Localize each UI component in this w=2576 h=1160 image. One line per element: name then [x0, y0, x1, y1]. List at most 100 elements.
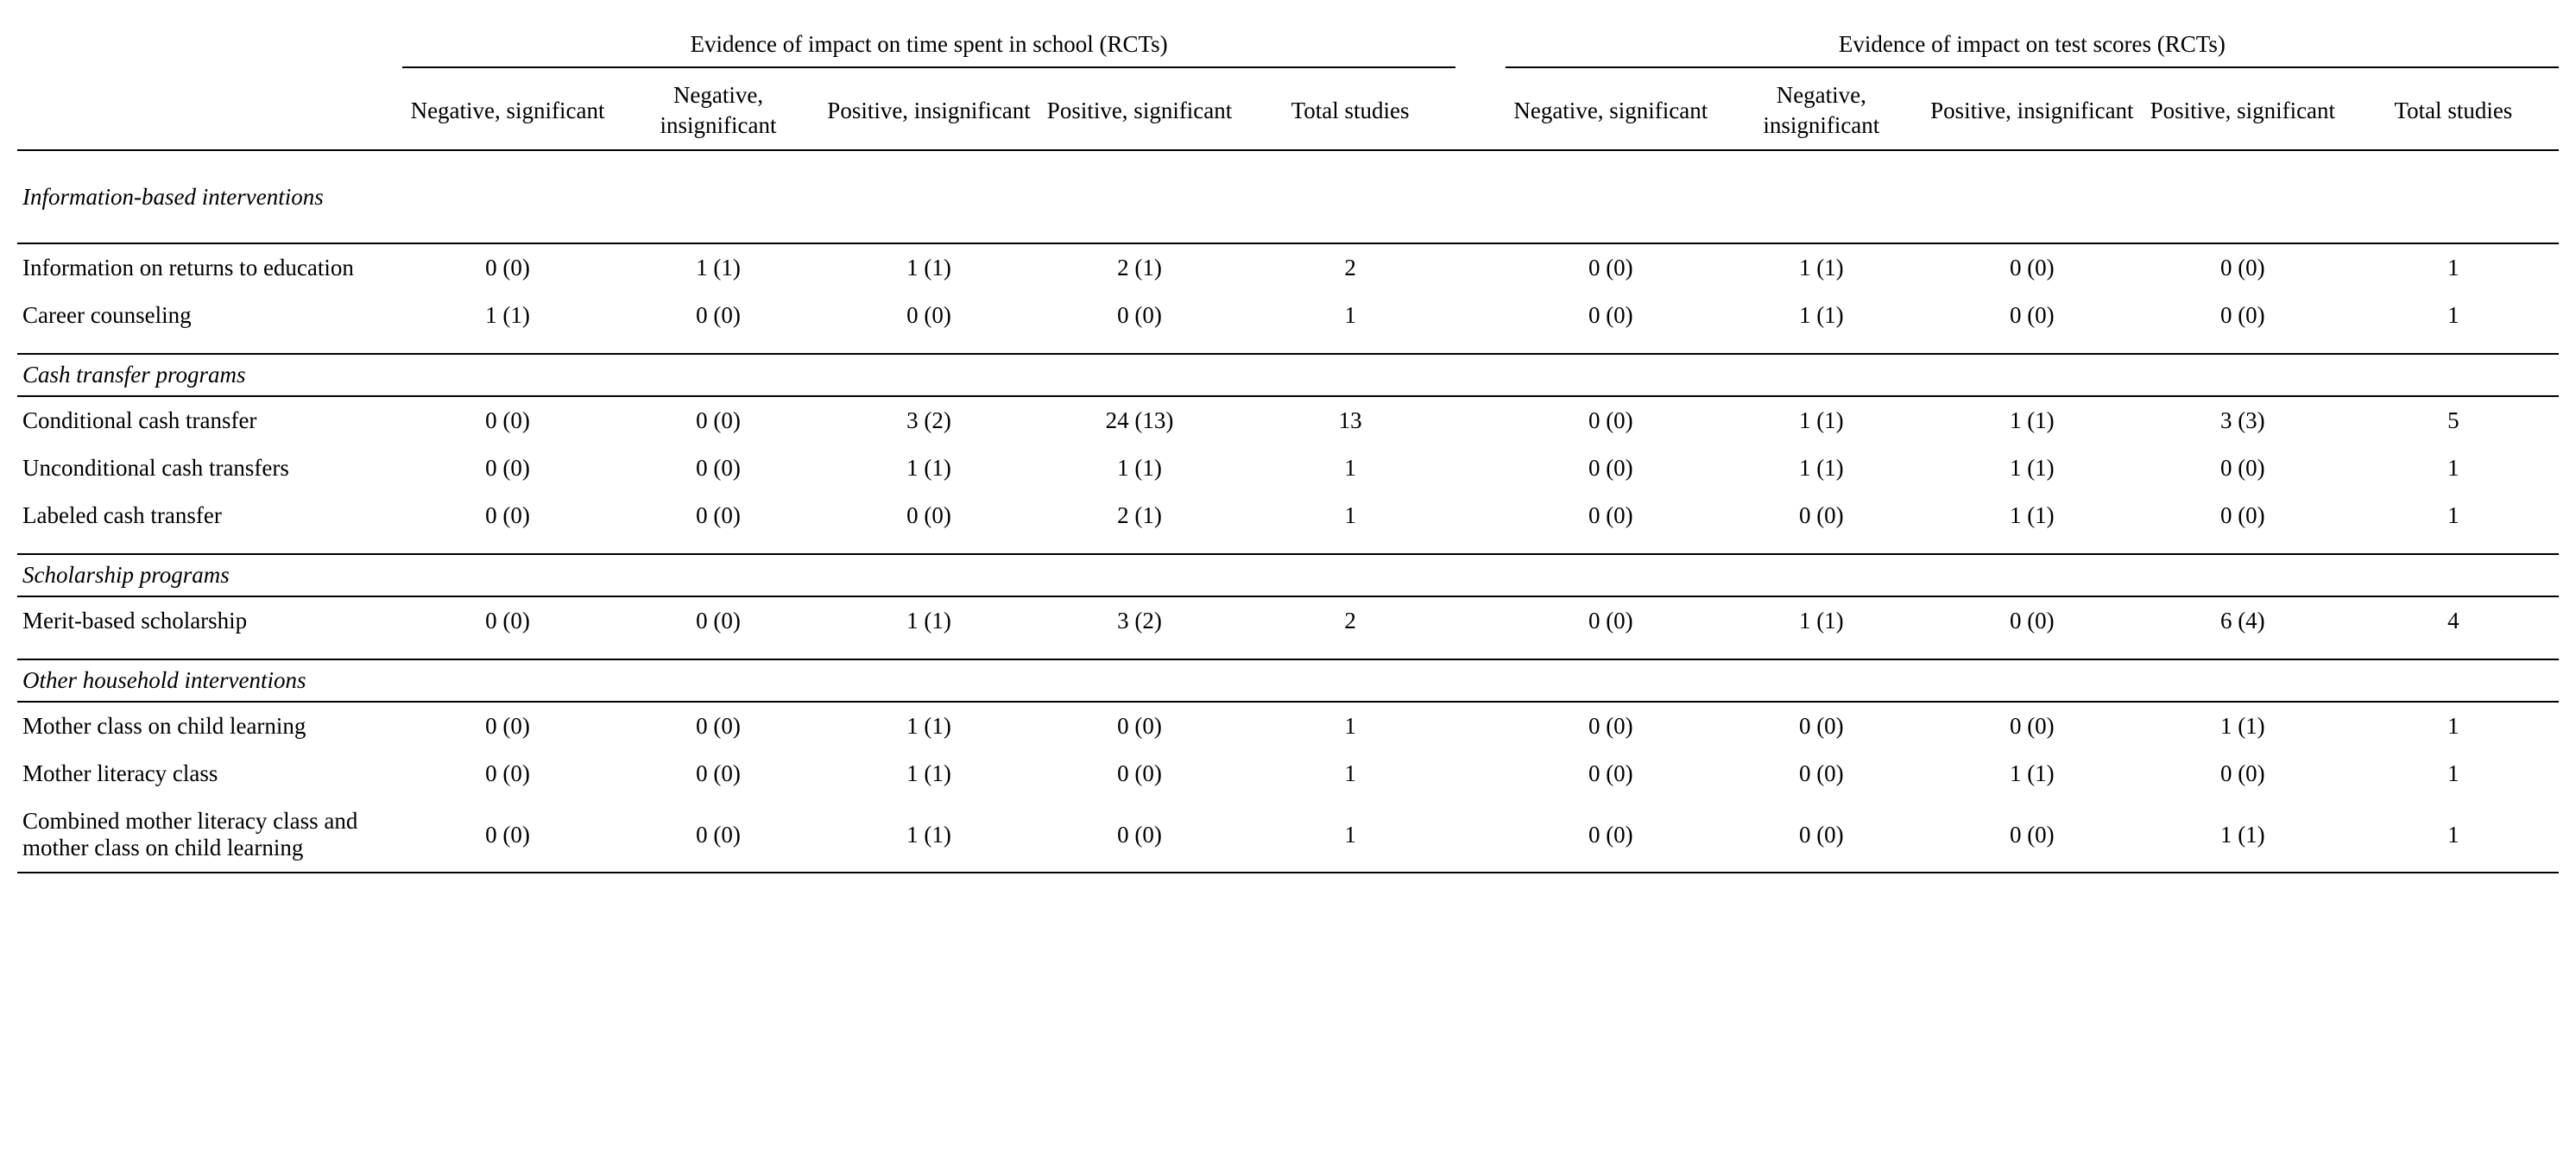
cell-g1: 1 (1): [402, 292, 613, 339]
cell-g1: 1 (1): [824, 243, 1034, 292]
group-header-2: Evidence of impact on test scores (RCTs): [1506, 26, 2559, 67]
cell-g1: 1 (1): [824, 798, 1034, 872]
row-label: Combined mother literacy class and mothe…: [17, 798, 402, 872]
cell-g1: 13: [1245, 396, 1455, 444]
cell-g1: 3 (2): [824, 396, 1034, 444]
cell-g2: 0 (0): [2137, 292, 2348, 339]
cell-g1: 0 (0): [402, 702, 613, 750]
cell-g2: 1 (1): [1716, 292, 1927, 339]
cell-g1: 2: [1245, 243, 1455, 292]
row-gap: [1455, 702, 1506, 750]
row-gap: [1455, 396, 1506, 444]
cell-g2: 1: [2348, 243, 2559, 292]
cell-g2: 0 (0): [2137, 750, 2348, 798]
cell-g1: 1 (1): [1034, 444, 1245, 492]
row-label: Labeled cash transfer: [17, 492, 402, 539]
cell-g1: 0 (0): [1034, 798, 1245, 872]
section-title: Scholarship programs: [17, 554, 2559, 596]
cell-g2: 1: [2348, 444, 2559, 492]
cell-g1: 1 (1): [824, 444, 1034, 492]
cell-g1: 1 (1): [824, 596, 1034, 645]
col-g1-pos-insig: Positive, insignificant: [824, 67, 1034, 150]
section-header: Cash transfer programs: [17, 354, 2559, 396]
cell-g1: 24 (13): [1034, 396, 1245, 444]
cell-g1: 1: [1245, 292, 1455, 339]
cell-g1: 2 (1): [1034, 492, 1245, 539]
cell-g2: 0 (0): [1506, 396, 1716, 444]
cell-g2: 0 (0): [1506, 292, 1716, 339]
cell-g2: 0 (0): [1927, 702, 2137, 750]
cell-g2: 1: [2348, 750, 2559, 798]
section-header: Other household interventions: [17, 659, 2559, 702]
cell-g2: 4: [2348, 596, 2559, 645]
cell-g2: 1 (1): [1716, 396, 1927, 444]
cell-g2: 1 (1): [2137, 798, 2348, 872]
table-row: Mother literacy class0 (0)0 (0)1 (1)0 (0…: [17, 750, 2559, 798]
blank-corner-2: [17, 67, 402, 150]
cell-g2: 0 (0): [1716, 492, 1927, 539]
cell-g2: 0 (0): [1716, 798, 1927, 872]
sub-header-row: Negative, significant Negative, insignif…: [17, 67, 2559, 150]
sub-gap: [1455, 67, 1506, 150]
col-g2-total: Total studies: [2348, 67, 2559, 150]
row-gap: [1455, 596, 1506, 645]
cell-g2: 1 (1): [1927, 396, 2137, 444]
group-header-1: Evidence of impact on time spent in scho…: [402, 26, 1455, 67]
row-gap: [1455, 444, 1506, 492]
col-g1-pos-sig: Positive, significant: [1034, 67, 1245, 150]
cell-g2: 5: [2348, 396, 2559, 444]
cell-g1: 0 (0): [824, 292, 1034, 339]
cell-g1: 0 (0): [402, 396, 613, 444]
section-spacer: [17, 539, 2559, 554]
cell-g1: 1: [1245, 702, 1455, 750]
col-g2-pos-insig: Positive, insignificant: [1927, 67, 2137, 150]
row-label: Mother literacy class: [17, 750, 402, 798]
cell-g2: 0 (0): [2137, 444, 2348, 492]
cell-g1: 0 (0): [1034, 702, 1245, 750]
row-gap: [1455, 243, 1506, 292]
cell-g2: 1 (1): [1927, 444, 2137, 492]
cell-g1: 1: [1245, 444, 1455, 492]
table-row: Career counseling1 (1)0 (0)0 (0)0 (0)10 …: [17, 292, 2559, 339]
group-header-row: Evidence of impact on time spent in scho…: [17, 26, 2559, 67]
table-row: Combined mother literacy class and mothe…: [17, 798, 2559, 872]
cell-g2: 0 (0): [1716, 702, 1927, 750]
cell-g2: 0 (0): [1506, 798, 1716, 872]
col-g2-pos-sig: Positive, significant: [2137, 67, 2348, 150]
row-label: Conditional cash transfer: [17, 396, 402, 444]
cell-g1: 1: [1245, 750, 1455, 798]
row-gap: [1455, 750, 1506, 798]
cell-g2: 0 (0): [1506, 596, 1716, 645]
evidence-table: Evidence of impact on time spent in scho…: [17, 26, 2559, 873]
cell-g2: 0 (0): [2137, 243, 2348, 292]
cell-g1: 0 (0): [824, 492, 1034, 539]
cell-g1: 3 (2): [1034, 596, 1245, 645]
cell-g1: 0 (0): [402, 798, 613, 872]
row-label: Mother class on child learning: [17, 702, 402, 750]
cell-g2: 0 (0): [1927, 798, 2137, 872]
cell-g1: 0 (0): [402, 444, 613, 492]
cell-g2: 0 (0): [1927, 596, 2137, 645]
cell-g2: 0 (0): [1927, 292, 2137, 339]
cell-g2: 1: [2348, 492, 2559, 539]
table-row: Unconditional cash transfers0 (0)0 (0)1 …: [17, 444, 2559, 492]
table-row: Labeled cash transfer0 (0)0 (0)0 (0)2 (1…: [17, 492, 2559, 539]
section-spacer: [17, 339, 2559, 354]
col-g2-neg-sig: Negative, significant: [1506, 67, 1716, 150]
cell-g1: 0 (0): [402, 243, 613, 292]
cell-g2: 6 (4): [2137, 596, 2348, 645]
cell-g2: 0 (0): [1506, 492, 1716, 539]
cell-g1: 1 (1): [613, 243, 824, 292]
cell-g2: 0 (0): [1927, 243, 2137, 292]
section-spacer: [17, 645, 2559, 659]
cell-g2: 1: [2348, 292, 2559, 339]
cell-g1: 0 (0): [402, 596, 613, 645]
cell-g1: 0 (0): [613, 444, 824, 492]
col-g1-neg-sig: Negative, significant: [402, 67, 613, 150]
cell-g2: 0 (0): [1506, 750, 1716, 798]
cell-g1: 0 (0): [613, 702, 824, 750]
section-title: Other household interventions: [17, 659, 2559, 702]
row-label: Merit-based scholarship: [17, 596, 402, 645]
cell-g1: 0 (0): [402, 750, 613, 798]
row-label: Information on returns to education: [17, 243, 402, 292]
